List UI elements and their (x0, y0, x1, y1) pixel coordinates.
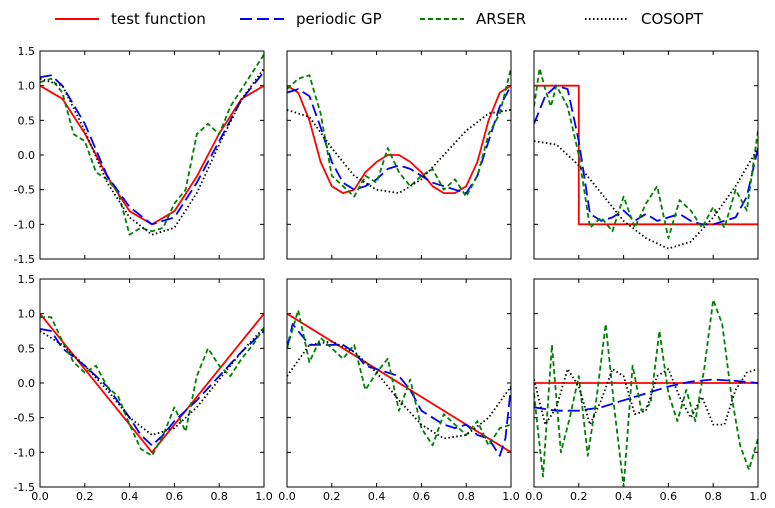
series-line-periodic-gp (40, 328, 264, 447)
y-tick-label: -1.5 (14, 481, 35, 494)
series-line-periodic-gp (534, 378, 758, 412)
x-tick-label: 0.4 (615, 490, 633, 503)
y-tick-label: 0.5 (18, 114, 36, 127)
axes-frame (286, 278, 512, 488)
panel-top-right (533, 50, 759, 260)
series-line-arser (534, 67, 758, 240)
y-tick-label: -1.0 (14, 446, 35, 459)
series-line-arser (40, 54, 264, 236)
x-tick-label: 0.6 (413, 490, 431, 503)
y-tick-label: 1.5 (18, 273, 36, 286)
panels: 1.5 1.0 0.5 0.0 -0.5 -1.0 -1.5 1.5 1.0 0.5 0.0 -0.5… (14, 45, 767, 503)
axes-frame (39, 50, 265, 260)
series-line-arser (287, 309, 511, 447)
panel-bottom-left: 1.51.00.50.0-0.5-1.0-1.50.0 0.2 0.4 0.6 0.8 1… (14, 273, 273, 503)
axes-frame (286, 50, 512, 260)
x-tick-label: 1.0 (502, 490, 520, 503)
axes-frame (39, 278, 265, 488)
x-tick-label: 0.4 (121, 490, 139, 503)
series-line-arser (534, 298, 758, 487)
series-line-cosopt (40, 67, 264, 236)
series-line-cosopt (534, 368, 758, 426)
series-line-periodic-gp (40, 71, 264, 226)
y-tick-label: 0.5 (18, 342, 36, 355)
panel-bottom-middle: 0.0 0.2 0.4 0.6 0.8 1.0 (278, 278, 520, 503)
x-tick-label: 0.6 (166, 490, 184, 503)
y-tick-label: -1.5 (14, 253, 35, 266)
panel-top-left: 1.5 1.0 0.5 0.0 -0.5 -1.0 -1.5 (14, 45, 265, 266)
legend-label: COSOPT (641, 10, 704, 28)
x-tick-label: 0.2 (570, 490, 588, 503)
y-tick-label: -0.5 (14, 412, 35, 425)
y-tick-label: 0.0 (18, 377, 36, 390)
x-tick-label: 0.8 (210, 490, 228, 503)
y-tick-label: 0.0 (18, 149, 36, 162)
x-tick-label: 0.0 (525, 490, 543, 503)
x-tick-label: 0.8 (704, 490, 722, 503)
series-line-arser (40, 316, 264, 457)
y-tick-label: 1.0 (18, 80, 36, 93)
legend-label: ARSER (476, 10, 526, 28)
x-tick-label: 0.6 (660, 490, 678, 503)
axes-frame (533, 278, 759, 488)
y-tick-label: 1.0 (18, 308, 36, 321)
x-tick-label: 0.8 (457, 490, 475, 503)
legend: test function periodic GP ARSER COSOPT (55, 10, 704, 28)
y-tick-label: -1.0 (14, 218, 35, 231)
series-line-test-function (287, 312, 511, 454)
x-tick-label: 0.0 (31, 490, 49, 503)
series-line-cosopt (40, 326, 264, 436)
series-line-cosopt (287, 109, 511, 195)
x-tick-label: 0.2 (323, 490, 341, 503)
series-line-test-function (40, 84, 264, 226)
series-line-test-function (40, 313, 264, 454)
legend-label: test function (111, 10, 206, 28)
panel-bottom-right: 0.0 0.2 0.4 0.6 0.8 1.0 (525, 278, 767, 503)
axes-frame (533, 50, 759, 260)
x-tick-label: 0.4 (368, 490, 386, 503)
x-tick-label: 1.0 (749, 490, 767, 503)
y-tick-label: -0.5 (14, 184, 35, 197)
legend-label: periodic GP (296, 10, 382, 28)
panel-top-middle (286, 50, 512, 260)
series-line-periodic-gp (534, 84, 758, 226)
series-line-cosopt (534, 140, 758, 250)
series-line-cosopt (287, 340, 511, 440)
series-line-periodic-gp (287, 323, 511, 457)
series-line-arser (287, 68, 511, 198)
x-tick-label: 0.0 (278, 490, 296, 503)
y-tick-label: 1.5 (18, 45, 36, 58)
x-tick-label: 0.2 (76, 490, 94, 503)
x-tick-label: 1.0 (255, 490, 273, 503)
series-line-test-function (287, 84, 511, 195)
